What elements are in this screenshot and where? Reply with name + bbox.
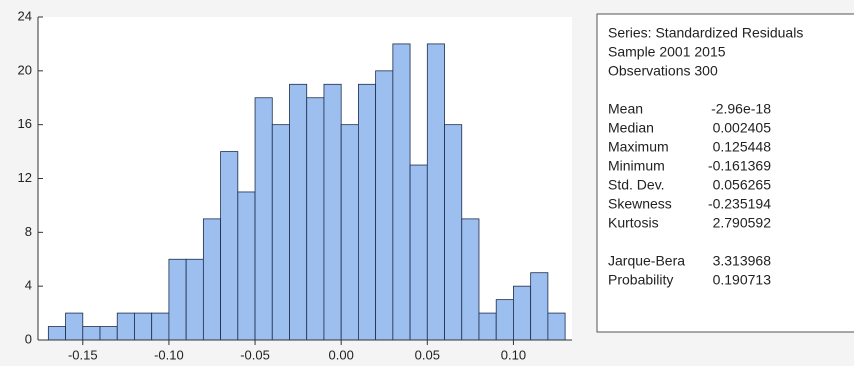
bar [531,273,548,340]
stat-label: Median [608,120,654,136]
bar [203,219,220,340]
bar [289,84,306,340]
bar [221,152,238,340]
stat-value: 0.056265 [713,177,772,193]
bar [358,84,375,340]
stat-value: 0.125448 [713,139,772,155]
y-tick-label: 0 [25,331,32,346]
stat-label: Probability [608,272,673,288]
bar [496,300,513,340]
bar [66,313,83,340]
bar [513,286,530,340]
stat-label: Minimum [608,158,665,174]
stat-label: Skewness [608,196,672,212]
bar [341,125,358,340]
y-tick-label: 20 [18,62,32,77]
y-tick-label: 4 [25,278,32,293]
bar [134,313,151,340]
x-tick-label: 0.05 [415,347,440,362]
stats-header: Series: Standardized Residuals [608,25,803,41]
bar [100,327,117,340]
x-tick-label: -0.05 [240,347,270,362]
bar [462,219,479,340]
stat-label: Maximum [608,139,669,155]
stat-value: 0.002405 [713,120,772,136]
bar [393,44,410,340]
y-tick-label: 24 [18,8,32,23]
page: 0 4 8 12 16 20 24 -0.15 -0.10 -0.05 0.00 0.05 0.10 Se… [0,0,854,366]
stat-label: Kurtosis [608,215,659,231]
bar [548,313,565,340]
stat-value: 3.313968 [713,253,772,269]
bar [186,259,203,340]
bar [255,98,272,340]
bar [376,71,393,340]
stat-value: -0.235194 [708,196,771,212]
bar [272,125,289,340]
x-tick-label: -0.15 [68,347,98,362]
bar [152,313,169,340]
bar [169,259,186,340]
bar [445,125,462,340]
bar [427,44,444,340]
bar [410,165,427,340]
bar [324,84,341,340]
stat-label: Std. Dev. [608,177,665,193]
stat-value: -0.161369 [708,158,771,174]
stats-header: Sample 2001 2015 [608,44,726,60]
stat-label: Jarque-Bera [608,253,685,269]
x-tick-label: -0.10 [154,347,184,362]
y-tick-label: 16 [18,116,32,131]
stat-value: -2.96e-18 [711,101,771,117]
stat-label: Mean [608,101,643,117]
bar [479,313,496,340]
bar [307,98,324,340]
bar [83,327,100,340]
stat-value: 2.790592 [713,215,772,231]
stat-value: 0.190713 [713,272,772,288]
stats-header: Observations 300 [608,63,718,79]
y-tick-label: 8 [25,224,32,239]
bar [48,327,65,340]
y-tick-label: 12 [18,170,32,185]
bar [117,313,134,340]
chart: 0 4 8 12 16 20 24 -0.15 -0.10 -0.05 0.00 0.05 0.10 Se… [0,0,854,366]
x-tick-label: 0.00 [329,347,354,362]
x-tick-label: 0.10 [501,347,526,362]
bar [238,192,255,340]
